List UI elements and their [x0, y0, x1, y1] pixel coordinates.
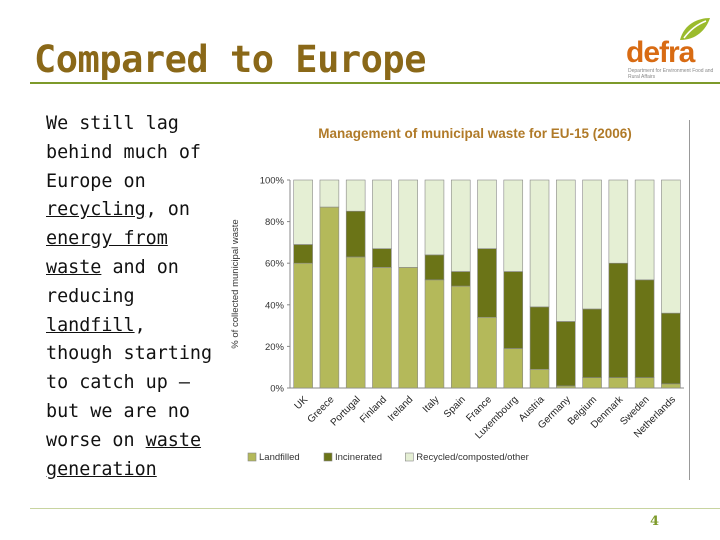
body-text-segment: , though starting to catch up – but we a…	[46, 314, 213, 451]
bar-incinerated-denmark	[608, 262, 629, 378]
bar-recycled-greece	[319, 179, 340, 208]
bar-landfilled-luxembourg	[503, 348, 524, 389]
body-text-segment: and on reducing	[46, 256, 179, 307]
x-tick-label: UK	[293, 394, 311, 412]
bar-incinerated-netherlands	[661, 312, 681, 385]
bar-landfilled-portugal	[345, 256, 366, 389]
underlined-term: recycling	[46, 199, 146, 221]
bar-landfilled-france	[477, 316, 497, 389]
bar-landfilled-netherlands	[661, 383, 681, 389]
bar-incinerated-sweden	[634, 279, 655, 378]
bar-landfilled-sweden	[634, 377, 655, 389]
bar-recycled-austria	[529, 179, 550, 308]
bar-landfilled-uk	[293, 262, 313, 389]
logo-wordmark: defra	[626, 36, 695, 69]
bar-recycled-denmark	[608, 179, 629, 264]
logo-tagline: Department for Environment Food and Rura…	[628, 68, 714, 80]
bar-landfilled-finland	[372, 267, 392, 389]
bar-incinerated-luxembourg	[503, 271, 524, 349]
legend-label: Recycled/composted/other	[416, 452, 528, 463]
bar-landfilled-italy	[424, 279, 445, 389]
x-tick-label: Ireland	[386, 394, 415, 423]
waste-management-chart: Management of municipal waste for EU-15 …	[230, 126, 684, 463]
bar-incinerated-france	[477, 248, 497, 318]
bar-incinerated-portugal	[345, 210, 366, 258]
bar-recycled-luxembourg	[503, 179, 524, 272]
body-text-segment: , on	[145, 199, 190, 221]
legend-label: Incinerated	[335, 452, 382, 463]
x-tick-label: Finland	[358, 394, 389, 425]
y-tick-label: 20%	[265, 342, 285, 353]
body-text-segment: We still lag behind much of Europe on	[46, 113, 202, 192]
bar-recycled-france	[477, 179, 497, 249]
bar-incinerated-germany	[556, 321, 576, 387]
bar-incinerated-italy	[424, 254, 445, 281]
bar-recycled-belgium	[582, 179, 602, 310]
underlined-term: landfill	[46, 314, 135, 336]
bar-incinerated-belgium	[582, 308, 602, 378]
bar-recycled-portugal	[345, 179, 366, 212]
bar-landfilled-belgium	[582, 377, 602, 389]
bar-incinerated-spain	[450, 271, 471, 287]
x-tick-label: Italy	[421, 394, 442, 415]
body-paragraph: We still lag behind much of Europe on re…	[46, 110, 218, 484]
bar-landfilled-greece	[319, 206, 340, 389]
bar-incinerated-austria	[529, 306, 550, 370]
bar-recycled-spain	[450, 179, 471, 272]
bar-landfilled-ireland	[398, 267, 418, 389]
bar-recycled-finland	[372, 179, 392, 249]
chart-frame-edge	[689, 120, 690, 480]
bar-landfilled-germany	[556, 385, 576, 389]
y-tick-label: 40%	[265, 300, 285, 311]
bar-landfilled-spain	[450, 285, 471, 389]
bar-recycled-italy	[424, 179, 445, 256]
legend-swatch	[323, 452, 333, 462]
bar-recycled-netherlands	[661, 179, 681, 314]
y-tick-label: 100%	[260, 176, 285, 187]
underlined-term: waste generation	[46, 429, 202, 480]
y-tick-label: 60%	[265, 259, 285, 270]
underlined-term: energy from waste	[46, 228, 168, 278]
legend-label: Landfilled	[259, 452, 300, 463]
bar-recycled-ireland	[398, 179, 418, 268]
y-axis-label: % of collected municipal waste	[230, 219, 241, 348]
slide-title: Compared to Europe	[34, 38, 426, 81]
legend-swatch	[405, 452, 414, 462]
page-number: 4	[650, 514, 660, 529]
bar-incinerated-uk	[293, 244, 313, 264]
bar-recycled-sweden	[634, 179, 655, 281]
bar-landfilled-austria	[529, 368, 550, 389]
y-tick-label: 80%	[265, 217, 285, 228]
bar-incinerated-finland	[372, 248, 392, 268]
title-divider	[30, 82, 720, 84]
chart-title: Management of municipal waste for EU-15 …	[318, 126, 632, 141]
defra-logo: defra Department for Environment Food an…	[622, 10, 716, 80]
bar-recycled-uk	[293, 179, 313, 245]
bar-landfilled-denmark	[608, 377, 629, 389]
bar-recycled-germany	[556, 179, 576, 322]
y-tick-label: 0%	[270, 384, 284, 395]
leaf-icon	[680, 18, 710, 40]
legend-swatch	[247, 452, 257, 462]
footer-divider	[30, 508, 720, 509]
